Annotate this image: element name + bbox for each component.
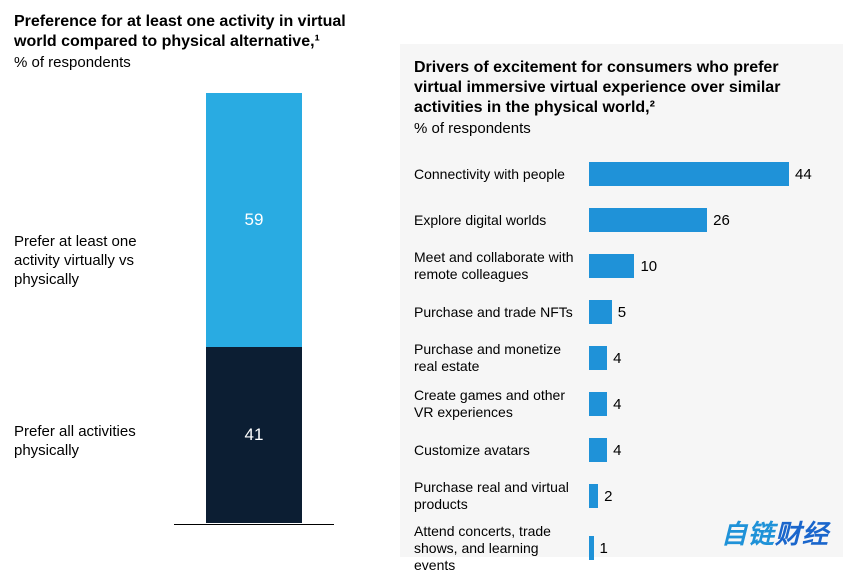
hbar-row: Attend concerts, trade shows, and learni… <box>414 523 823 573</box>
hbar-row: Purchase real and virtual products 2 <box>414 477 823 515</box>
right-subtitle: % of respondents <box>414 120 823 137</box>
hbar-track: 1 <box>589 536 823 560</box>
hbar-row: Create games and other VR experiences 4 <box>414 385 823 423</box>
hbar-track: 2 <box>589 484 823 508</box>
stack-baseline <box>174 524 334 525</box>
stack-seg-virtual-value: 59 <box>245 210 264 230</box>
hbar-label: Attend concerts, trade shows, and learni… <box>414 523 589 573</box>
hbar-track: 26 <box>589 208 823 232</box>
hbar-value: 2 <box>604 488 612 505</box>
hbar-label: Meet and collaborate with remote colleag… <box>414 249 589 283</box>
hbar-value: 4 <box>613 396 621 413</box>
hbar-bar <box>589 438 607 462</box>
hbar-row: Meet and collaborate with remote colleag… <box>414 247 823 285</box>
stack-seg-physical-value: 41 <box>245 425 264 445</box>
hbar-area: Connectivity with people44Explore digita… <box>414 155 823 573</box>
hbar-value: 44 <box>795 166 812 183</box>
stack-label-physical: Prefer all activities physically <box>14 423 184 461</box>
hbar-track: 10 <box>589 254 823 278</box>
hbar-value: 4 <box>613 442 621 459</box>
hbar-label: Purchase and trade NFTs <box>414 304 589 321</box>
stack-seg-physical: 41 <box>206 347 302 523</box>
hbar-value: 10 <box>640 258 657 275</box>
right-title: Drivers of excitement for consumers who … <box>414 58 823 118</box>
hbar-bar <box>589 392 607 416</box>
hbar-row: Purchase and trade NFTs 5 <box>414 293 823 331</box>
stack-label-virtual: Prefer at least one activity virtually v… <box>14 233 184 289</box>
hbar-label: Create games and other VR experiences <box>414 387 589 421</box>
hbar-track: 5 <box>589 300 823 324</box>
hbar-track: 4 <box>589 392 823 416</box>
right-panel: Drivers of excitement for consumers who … <box>400 44 843 557</box>
stacked-bar: 59 41 <box>206 93 302 523</box>
left-panel: Preference for at least one activity in … <box>0 0 400 565</box>
left-subtitle: % of respondents <box>14 54 390 71</box>
left-title: Preference for at least one activity in … <box>14 12 390 52</box>
hbar-label: Purchase real and virtual products <box>414 479 589 513</box>
hbar-bar <box>589 208 707 232</box>
hbar-bar <box>589 346 607 370</box>
chart-container: Preference for at least one activity in … <box>0 0 851 565</box>
hbar-bar <box>589 254 634 278</box>
hbar-value: 26 <box>713 212 730 229</box>
stack-seg-virtual: 59 <box>206 93 302 347</box>
hbar-label: Purchase and monetize real estate <box>414 341 589 375</box>
hbar-value: 5 <box>618 304 626 321</box>
hbar-track: 4 <box>589 438 823 462</box>
hbar-value: 1 <box>600 540 608 557</box>
hbar-track: 44 <box>589 162 823 186</box>
hbar-row: Connectivity with people 44 <box>414 155 823 193</box>
hbar-row: Customize avatars 4 <box>414 431 823 469</box>
hbar-label: Explore digital worlds <box>414 212 589 229</box>
hbar-label: Customize avatars <box>414 442 589 459</box>
hbar-track: 4 <box>589 346 823 370</box>
stacked-bar-wrap: Prefer at least one activity virtually v… <box>14 93 390 543</box>
hbar-value: 4 <box>613 350 621 367</box>
hbar-label: Connectivity with people <box>414 166 589 183</box>
hbar-row: Explore digital worlds 26 <box>414 201 823 239</box>
hbar-bar <box>589 162 789 186</box>
hbar-bar <box>589 536 594 560</box>
hbar-row: Purchase and monetize real estate 4 <box>414 339 823 377</box>
hbar-bar <box>589 300 612 324</box>
hbar-bar <box>589 484 598 508</box>
